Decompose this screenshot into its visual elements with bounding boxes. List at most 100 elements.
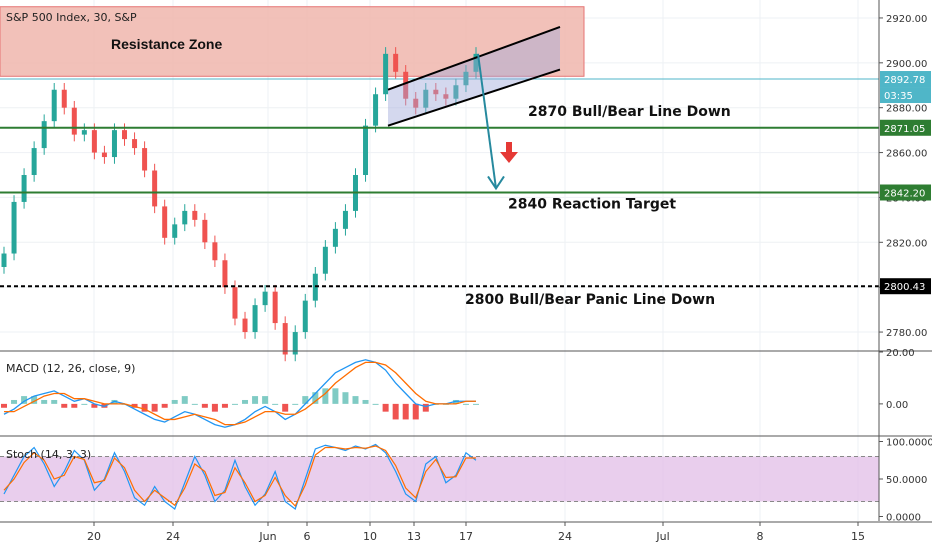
candle-body bbox=[71, 107, 77, 135]
macd-bar bbox=[473, 403, 479, 405]
candle-body bbox=[91, 130, 97, 153]
candle-body bbox=[81, 130, 87, 135]
candle-body bbox=[463, 71, 469, 86]
x-tick-label: 13 bbox=[407, 530, 421, 543]
macd-bar bbox=[81, 403, 88, 405]
candle-body bbox=[132, 139, 138, 149]
candle-body bbox=[101, 152, 107, 158]
candle-body bbox=[363, 125, 369, 175]
level-2870-label: 2870 Bull/Bear Line Down bbox=[528, 104, 731, 120]
forecast-line bbox=[477, 53, 497, 189]
price-pane[interactable]: Resistance Zone 2870 Bull/Bear Line Down… bbox=[0, 6, 879, 362]
candle-body bbox=[272, 291, 278, 324]
candle-body bbox=[292, 332, 298, 355]
macd-bar bbox=[372, 403, 379, 405]
candle-body bbox=[383, 53, 389, 95]
candle-body bbox=[182, 210, 188, 225]
y-tick-label: 100.0000 bbox=[886, 438, 932, 449]
candle-body bbox=[413, 98, 419, 108]
y-tick-label: 20.00 bbox=[886, 348, 915, 359]
candle-body bbox=[111, 130, 117, 158]
candle-body bbox=[202, 219, 208, 243]
candle-body bbox=[11, 201, 17, 254]
macd-bar bbox=[412, 403, 419, 420]
y-tick-label: 2860.00 bbox=[886, 149, 927, 160]
macd-bar bbox=[382, 403, 389, 412]
macd-bar bbox=[402, 403, 409, 420]
macd-bar bbox=[41, 399, 48, 404]
x-tick-label: 24 bbox=[166, 530, 180, 543]
forecast-arrowhead bbox=[487, 175, 505, 191]
macd-bar bbox=[352, 396, 359, 404]
channel-upper-line[interactable] bbox=[387, 25, 561, 91]
y-tick-label: 0.00 bbox=[886, 400, 908, 411]
candle-body bbox=[403, 71, 409, 99]
x-tick-label: 6 bbox=[304, 530, 311, 543]
candle-body bbox=[443, 94, 449, 99]
macd-bar bbox=[31, 396, 38, 404]
macd-bar bbox=[342, 392, 349, 404]
candle-body bbox=[232, 287, 238, 319]
price-tag-label: 2842.20 bbox=[884, 189, 925, 200]
stoch-d-line bbox=[3, 445, 476, 508]
forecast-arrow[interactable] bbox=[477, 53, 505, 191]
macd-bar bbox=[201, 403, 208, 408]
level-2800-label: 2800 Bull/Bear Panic Line Down bbox=[465, 292, 715, 308]
x-tick-label: 17 bbox=[459, 530, 473, 543]
y-tick-label: 2780.00 bbox=[886, 328, 927, 339]
x-tick-label: 15 bbox=[851, 530, 865, 543]
candle-body bbox=[453, 85, 459, 99]
macd-bar bbox=[302, 396, 309, 404]
candle-body bbox=[142, 148, 148, 171]
y-tick-label: 2880.00 bbox=[886, 104, 927, 115]
channel-lower-line[interactable] bbox=[387, 68, 561, 127]
price-tags: 2892.78 03:35 2871.05 2842.20 2800.43 bbox=[880, 71, 931, 295]
time-axis[interactable]: 20 24 Jun 6 10 13 17 24 Jul 8 15 bbox=[87, 522, 865, 543]
macd-bar bbox=[221, 403, 228, 408]
price-tag bbox=[880, 184, 931, 201]
price-tag-label: 2871.05 bbox=[884, 124, 925, 135]
candle-body bbox=[222, 260, 228, 288]
candle-body bbox=[31, 148, 37, 175]
candle-body bbox=[473, 53, 479, 72]
price-tag bbox=[880, 87, 931, 104]
rising-channel-fill[interactable] bbox=[388, 26, 560, 126]
price-tag bbox=[880, 278, 931, 295]
macd-bar bbox=[462, 403, 469, 405]
price-tag-label: 2800.43 bbox=[884, 282, 925, 293]
macd-bar bbox=[91, 403, 98, 408]
macd-bar bbox=[332, 388, 339, 404]
macd-bar bbox=[151, 403, 158, 412]
macd-bar bbox=[191, 403, 198, 405]
candle-body bbox=[21, 175, 27, 202]
macd-bar bbox=[11, 399, 18, 404]
candle-body bbox=[162, 206, 168, 238]
price-tag-label: 2892.78 bbox=[884, 75, 925, 86]
macd-bar bbox=[71, 403, 78, 408]
x-tick-label: 20 bbox=[87, 530, 101, 543]
macd-bar bbox=[292, 403, 299, 405]
candle-body bbox=[172, 224, 178, 238]
candle-body bbox=[192, 210, 198, 220]
macd-bar bbox=[1, 403, 7, 408]
stoch-pane[interactable]: Stoch (14, 3, 3) bbox=[0, 443, 879, 510]
y-tick-label: 0.0000 bbox=[886, 513, 921, 524]
macd-bar bbox=[282, 403, 289, 412]
candle-body bbox=[212, 242, 218, 261]
candle-body bbox=[1, 253, 7, 267]
macd-bar bbox=[61, 403, 68, 408]
resistance-zone[interactable] bbox=[0, 6, 585, 77]
candle-body bbox=[61, 89, 67, 108]
macd-bar bbox=[181, 396, 188, 404]
candle-body bbox=[332, 228, 338, 247]
candlesticks bbox=[1, 47, 479, 362]
macd-pane[interactable]: MACD (12, 26, close, 9) bbox=[1, 359, 479, 428]
macd-bar bbox=[392, 403, 399, 420]
candle-body bbox=[322, 246, 328, 274]
macd-bar bbox=[141, 403, 148, 412]
candle-body bbox=[242, 318, 248, 333]
candle-body bbox=[342, 210, 348, 229]
x-tick-label: 8 bbox=[757, 530, 764, 543]
macd-bar bbox=[252, 396, 259, 404]
